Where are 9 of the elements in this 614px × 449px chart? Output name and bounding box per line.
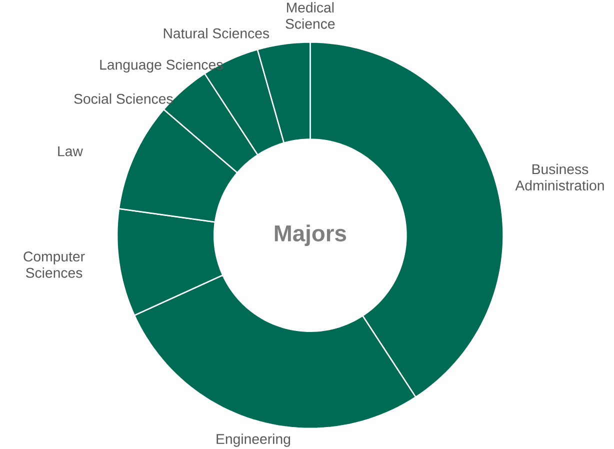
- slice-label: Engineering: [216, 434, 290, 447]
- category-label: Medical Science: [286, 2, 335, 29]
- slice-label: Social Sciences: [74, 93, 173, 104]
- slice-label: Natural Sciences: [164, 28, 270, 38]
- slice-label: Language Sciences: [100, 59, 223, 73]
- slice-label: Computer Sciences: [24, 252, 85, 278]
- text: Majors: [274, 224, 346, 246]
- slice-label: Business Administration: [515, 164, 604, 190]
- slice-label: Law: [58, 146, 83, 156]
